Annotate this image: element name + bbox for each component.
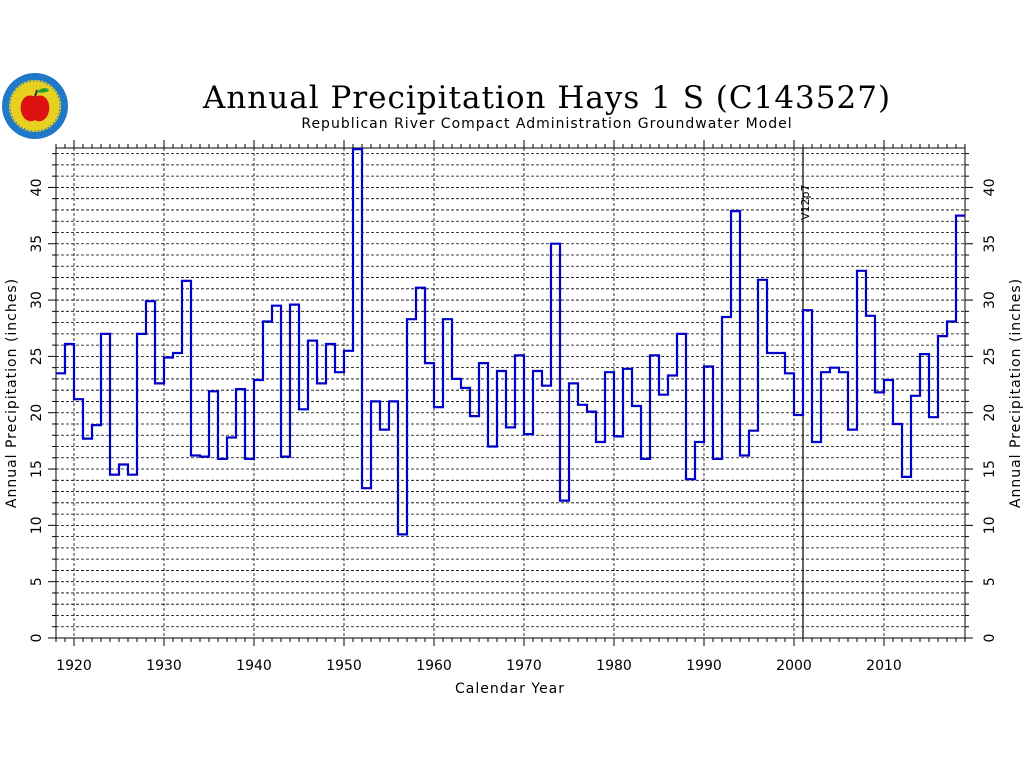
y-tick-label-left: 5 — [29, 577, 45, 586]
y-tick-label-right: 35 — [982, 235, 998, 253]
rrca-logo-icon — [2, 73, 68, 139]
x-tick-label: 1990 — [686, 658, 722, 674]
x-tick-label: 1920 — [56, 658, 92, 674]
y-axis-label-left: Annual Precipitation (inches) — [4, 278, 20, 508]
y-tick-label-left: 40 — [29, 179, 45, 197]
y-tick-label-right: 40 — [982, 179, 998, 197]
annotation: V12p7 — [799, 148, 812, 638]
y-tick-label-right: 0 — [982, 634, 998, 643]
y-tick-label-right: 5 — [982, 577, 998, 586]
annotation-label: V12p7 — [799, 184, 812, 220]
x-tick-label: 1950 — [326, 658, 362, 674]
axes — [48, 140, 973, 646]
x-tick-label: 1980 — [596, 658, 632, 674]
grid-lines — [56, 148, 965, 638]
x-tick-label: 2010 — [866, 658, 902, 674]
x-tick-label: 1960 — [416, 658, 452, 674]
chart-title: Annual Precipitation Hays 1 S (C143527) — [202, 80, 891, 116]
x-tick-label: 1970 — [506, 658, 542, 674]
y-tick-label-right: 15 — [982, 460, 998, 478]
y-tick-label-left: 10 — [29, 516, 45, 534]
y-tick-label-left: 25 — [29, 347, 45, 365]
y-tick-label-right: 25 — [982, 347, 998, 365]
y-tick-label-left: 0 — [29, 634, 45, 643]
y-tick-label-right: 30 — [982, 291, 998, 309]
y-tick-label-right: 10 — [982, 516, 998, 534]
plot-frame — [55, 147, 966, 639]
x-tick-label: 1930 — [146, 658, 182, 674]
x-tick-label: 1940 — [236, 658, 272, 674]
y-tick-label-left: 15 — [29, 460, 45, 478]
y-tick-label-left: 35 — [29, 235, 45, 253]
y-axis-label-right: Annual Precipitation (inches) — [1008, 278, 1024, 508]
tick-labels: 0 0 5 5 10 10 15 15 20 20 25 25 30 30 35 35 40 40 1920 1930… — [29, 179, 998, 674]
precipitation-series-line — [56, 148, 965, 536]
y-tick-label-left: 20 — [29, 404, 45, 422]
y-tick-label-right: 20 — [982, 404, 998, 422]
chart-subtitle: Republican River Compact Administration … — [301, 116, 792, 132]
x-axis-label: Calendar Year — [455, 681, 565, 697]
x-tick-label: 2000 — [776, 658, 812, 674]
y-tick-label-left: 30 — [29, 291, 45, 309]
